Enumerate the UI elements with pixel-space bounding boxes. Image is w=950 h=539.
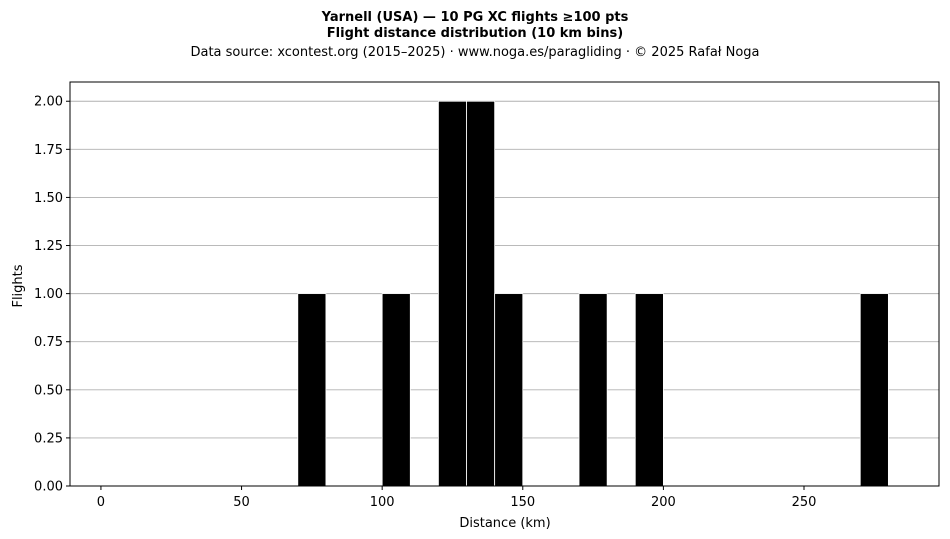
y-tick-label: 2.00	[34, 95, 63, 110]
chart-source: Data source: xcontest.org (2015–2025) · …	[190, 45, 759, 60]
histogram-bar	[381, 293, 411, 487]
histogram-bar	[438, 100, 467, 487]
y-tick-label: 0.75	[34, 335, 63, 350]
x-tick-label: 100	[370, 495, 395, 510]
x-axis-label: Distance (km)	[459, 516, 550, 531]
bars	[297, 100, 889, 487]
y-tick-label: 1.25	[34, 239, 63, 254]
y-tick-label: 0.00	[34, 480, 63, 495]
histogram-bar	[578, 293, 608, 487]
x-tick-label: 0	[97, 495, 105, 510]
chart-subtitle: Flight distance distribution (10 km bins…	[327, 26, 623, 41]
y-axis-label: Flights	[11, 264, 26, 307]
y-tick-label: 1.50	[34, 191, 63, 206]
y-tick-label: 0.25	[34, 431, 63, 446]
histogram-bar	[859, 293, 889, 487]
x-tick-label: 50	[233, 495, 250, 510]
x-axis-ticks: 0 50 100 150 200 250	[97, 486, 817, 510]
y-axis-ticks: 0.00 0.25 0.50 0.75 1.00 1.25 1.50 1.75 2.00	[34, 95, 70, 495]
histogram-bar	[494, 293, 524, 487]
y-tick-label: 0.50	[34, 383, 63, 398]
histogram-bar	[466, 100, 496, 487]
histogram-bar	[297, 293, 327, 487]
histogram-bar	[634, 293, 664, 487]
plot-frame	[69, 81, 940, 487]
chart-title: Yarnell (USA) — 10 PG XC flights ≥100 pt…	[321, 10, 629, 25]
y-tick-label: 1.75	[34, 143, 63, 158]
x-tick-label: 250	[792, 495, 817, 510]
x-tick-label: 200	[651, 495, 676, 510]
x-tick-label: 150	[510, 495, 535, 510]
y-tick-label: 1.00	[34, 287, 63, 302]
